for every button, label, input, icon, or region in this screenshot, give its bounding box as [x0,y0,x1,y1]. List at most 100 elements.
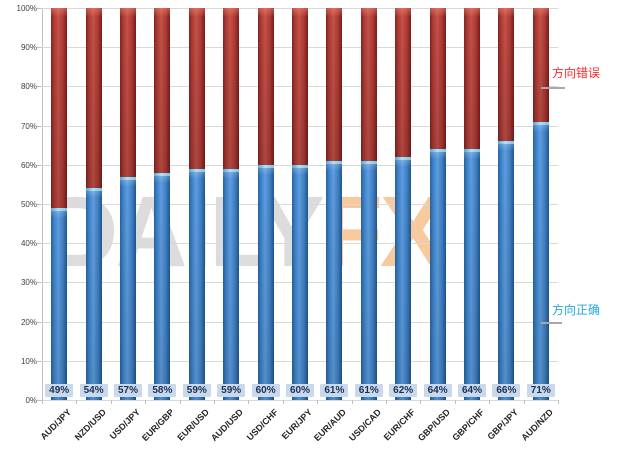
bar-value-label: 59% [182,384,211,397]
bar-value-label: 54% [79,384,108,397]
bar-segment-wrong [326,8,343,161]
y-axis-tick [37,47,42,49]
y-axis-tick [37,8,42,9]
wrong-direction-label: 方向错误 [552,66,601,80]
bar-value-label: 62% [389,384,418,397]
x-axis-tick [523,400,525,404]
bar-segment-correct [326,160,343,400]
bar-highlight-cap [154,172,171,176]
bar-value-label: 57% [114,384,142,397]
bar-value-label: 60% [251,384,280,397]
bar-highlight-cap [223,168,240,172]
bar-segment-correct [85,188,102,400]
bar-segment-wrong [188,8,205,169]
bar-value-label: 61% [354,384,383,397]
bar-segment-wrong [51,8,68,208]
correct-direction-leader-line [541,322,562,324]
bar-segment-correct [188,168,205,400]
x-axis-tick [489,400,491,404]
bar-highlight-cap [120,176,136,180]
y-axis-tick [37,164,42,166]
bar-highlight-cap [257,164,274,168]
bar-segment-wrong [120,8,136,177]
x-axis-tick [179,400,181,404]
bar-segment-correct [464,149,480,400]
wrong-direction-leader-line [541,87,565,89]
x-axis-tick [248,400,250,404]
bar-highlight-cap [429,149,446,153]
x-axis-tick [282,400,284,404]
bar-highlight-cap [498,141,515,145]
y-axis-tick [37,400,42,401]
y-axis-tick [37,360,42,362]
bar-value-label: 64% [458,384,486,397]
bar-segment-correct [395,156,412,400]
bar-highlight-cap [326,160,343,164]
y-axis-tick [37,243,42,245]
bar-segment-wrong [395,8,412,157]
bar-segment-wrong [292,8,308,165]
x-axis-tick [420,400,422,404]
bar-segment-correct [154,172,171,400]
bar-highlight-cap [395,156,412,160]
y-axis-label: 0% [25,396,37,405]
bar-segment-correct [498,141,515,400]
bar-highlight-cap [188,168,205,172]
bar-segment-wrong [464,8,480,150]
x-axis-tick [214,400,215,404]
y-axis-label: 50% [20,200,37,209]
y-axis-label: 70% [20,121,37,131]
bar-segment-wrong [532,8,549,122]
dailyfx-watermark: DAILYFX [46,182,447,282]
x-axis-tick [351,400,353,404]
y-axis-label: 90% [20,43,37,53]
gridline [42,400,558,401]
y-axis-tick [37,125,42,127]
bar-value-label: 58% [148,384,177,397]
bar-segment-correct [120,176,136,400]
bar-value-label: 71% [526,384,555,397]
bar-segment-wrong [360,8,377,161]
x-axis-tick [76,400,78,404]
bar-segment-correct [223,168,240,400]
x-axis-tick [110,400,112,404]
bar-segment-wrong [223,8,240,169]
bar-segment-correct [360,160,377,400]
x-axis-tick [454,400,456,404]
bar-highlight-cap [85,188,102,192]
y-axis-line [42,8,43,404]
bar-highlight-cap [360,160,377,164]
bar-value-label: 61% [320,384,349,397]
y-axis-label: 80% [20,82,37,92]
x-axis-tick [386,400,387,404]
bar-value-label: 59% [217,384,246,397]
watermark-fx: FX [321,176,447,288]
x-axis-tick [558,400,559,404]
y-axis-label: 40% [20,239,37,249]
bar-segment-wrong [257,8,274,165]
x-axis-tick [42,400,43,404]
y-axis-label: 100% [16,4,37,13]
bar-segment-correct [532,121,549,400]
bar-highlight-cap [51,207,68,211]
bar-segment-wrong [429,8,446,150]
y-axis-label: 30% [20,278,37,288]
bar-value-label: 66% [492,384,521,397]
correct-direction-label: 方向正确 [552,303,601,317]
y-axis-label: 10% [20,356,37,366]
x-axis-tick [317,400,319,404]
bar-segment-wrong [154,8,171,173]
bar-highlight-cap [464,149,480,153]
bar-value-label: 49% [45,384,74,397]
bar-segment-correct [292,164,308,400]
y-axis-label: 60% [20,160,37,170]
bar-segment-wrong [85,8,102,189]
bar-highlight-cap [532,121,549,125]
bar-segment-correct [51,207,68,400]
y-axis-tick [37,204,42,205]
y-axis-tick [37,321,42,323]
bar-segment-correct [257,164,274,400]
bar-value-label: 60% [286,384,314,397]
y-axis-label: 20% [20,317,37,327]
